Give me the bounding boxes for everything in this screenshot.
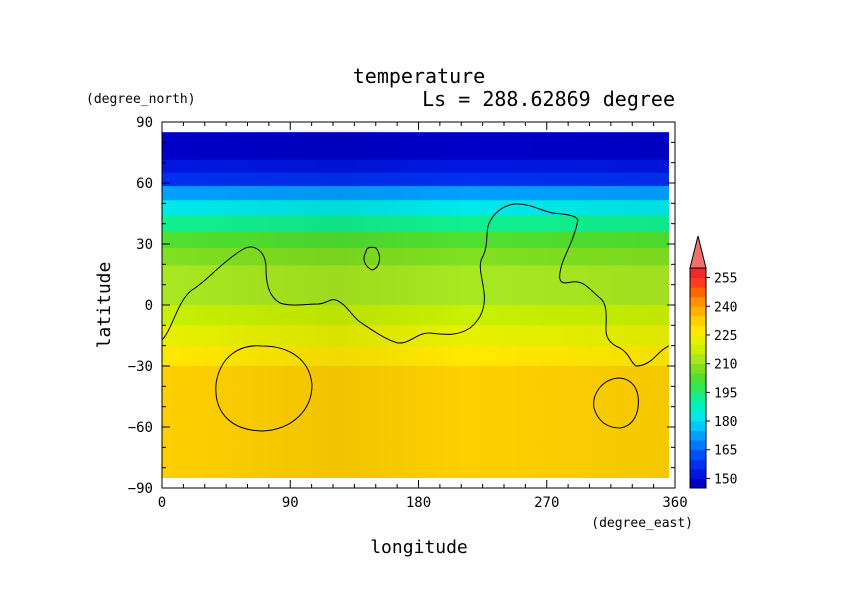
colorbar-frame — [689, 267, 707, 489]
colorbar-swatch — [690, 363, 706, 374]
y-tick-label: −30 — [128, 359, 153, 375]
x-unit-label: (degree_east) — [591, 516, 693, 531]
y-unit-label: (degree_north) — [86, 92, 196, 107]
colorbar-tick-label: 210 — [714, 358, 737, 373]
colorbar-swatch — [690, 277, 706, 288]
colorbar-tick-label: 195 — [714, 386, 737, 401]
x-tick-label: 0 — [158, 495, 166, 511]
x-ticks: 0 90 180 270 360 — [158, 122, 688, 511]
colorbar-swatch — [690, 401, 706, 412]
argyre-basin-contour — [593, 377, 639, 429]
colorbar-swatch — [690, 411, 706, 422]
colorbar-swatch — [690, 315, 706, 326]
y-tick-label: 0 — [145, 298, 153, 314]
colorbar-swatch — [690, 449, 706, 460]
x-tick-label: 180 — [406, 495, 431, 511]
chart-title: temperature — [353, 64, 485, 88]
colorbar-swatch — [690, 344, 706, 355]
y-tick-label: 60 — [136, 176, 153, 192]
plot-frame: 0 90 180 270 360 90 60 30 0 −30 −60 −90 — [128, 115, 688, 511]
colorbar-swatch — [690, 334, 706, 345]
colorbar-swatch — [690, 287, 706, 298]
colorbar-tick-label: 255 — [714, 272, 737, 287]
small-island-contour — [363, 246, 380, 271]
y-ticks: 90 60 30 0 −30 −60 −90 — [128, 115, 675, 497]
x-tick-label: 270 — [534, 495, 559, 511]
y-axis-label: latitude — [94, 262, 115, 349]
colorbar-tick-label: 240 — [714, 300, 737, 315]
longitude-shading — [162, 130, 669, 478]
colorbar-swatch — [690, 325, 706, 336]
y-tick-label: −60 — [128, 420, 153, 436]
x-tick-label: 360 — [662, 495, 687, 511]
colorbar-tick-label: 180 — [714, 415, 737, 430]
colorbar: 150 165 180 195 210 225 240 255 — [689, 235, 737, 489]
x-axis-label: longitude — [370, 537, 468, 558]
colorbar-swatch — [690, 392, 706, 403]
colorbar-swatch — [690, 478, 706, 489]
colorbar-swatch — [690, 421, 706, 432]
y-tick-label: 30 — [136, 237, 153, 253]
colorbar-swatch — [690, 382, 706, 393]
colorbar-tick-label: 150 — [714, 472, 737, 487]
colorbar-swatch — [690, 468, 706, 479]
x-tick-label: 90 — [282, 495, 299, 511]
colorbar-swatch — [690, 268, 706, 278]
colorbar-swatch — [690, 373, 706, 384]
topography-contours — [162, 203, 669, 432]
highland-contour — [162, 203, 669, 367]
colorbar-swatch — [690, 430, 706, 441]
hellas-basin-contour — [215, 345, 313, 432]
colorbar-tick-label: 225 — [714, 329, 737, 344]
y-tick-label: 90 — [136, 115, 153, 131]
colorbar-swatch — [690, 306, 706, 317]
colorbar-swatch — [690, 296, 706, 307]
colorbar-extend-arrow — [689, 235, 707, 269]
colorbar-swatch — [690, 354, 706, 365]
colorbar-swatch — [690, 459, 706, 470]
y-tick-label: −90 — [128, 481, 153, 497]
chart-subtitle: Ls = 288.62869 degree — [422, 87, 675, 111]
colorbar-swatch — [690, 440, 706, 451]
colorbar-tick-label: 165 — [714, 444, 737, 459]
